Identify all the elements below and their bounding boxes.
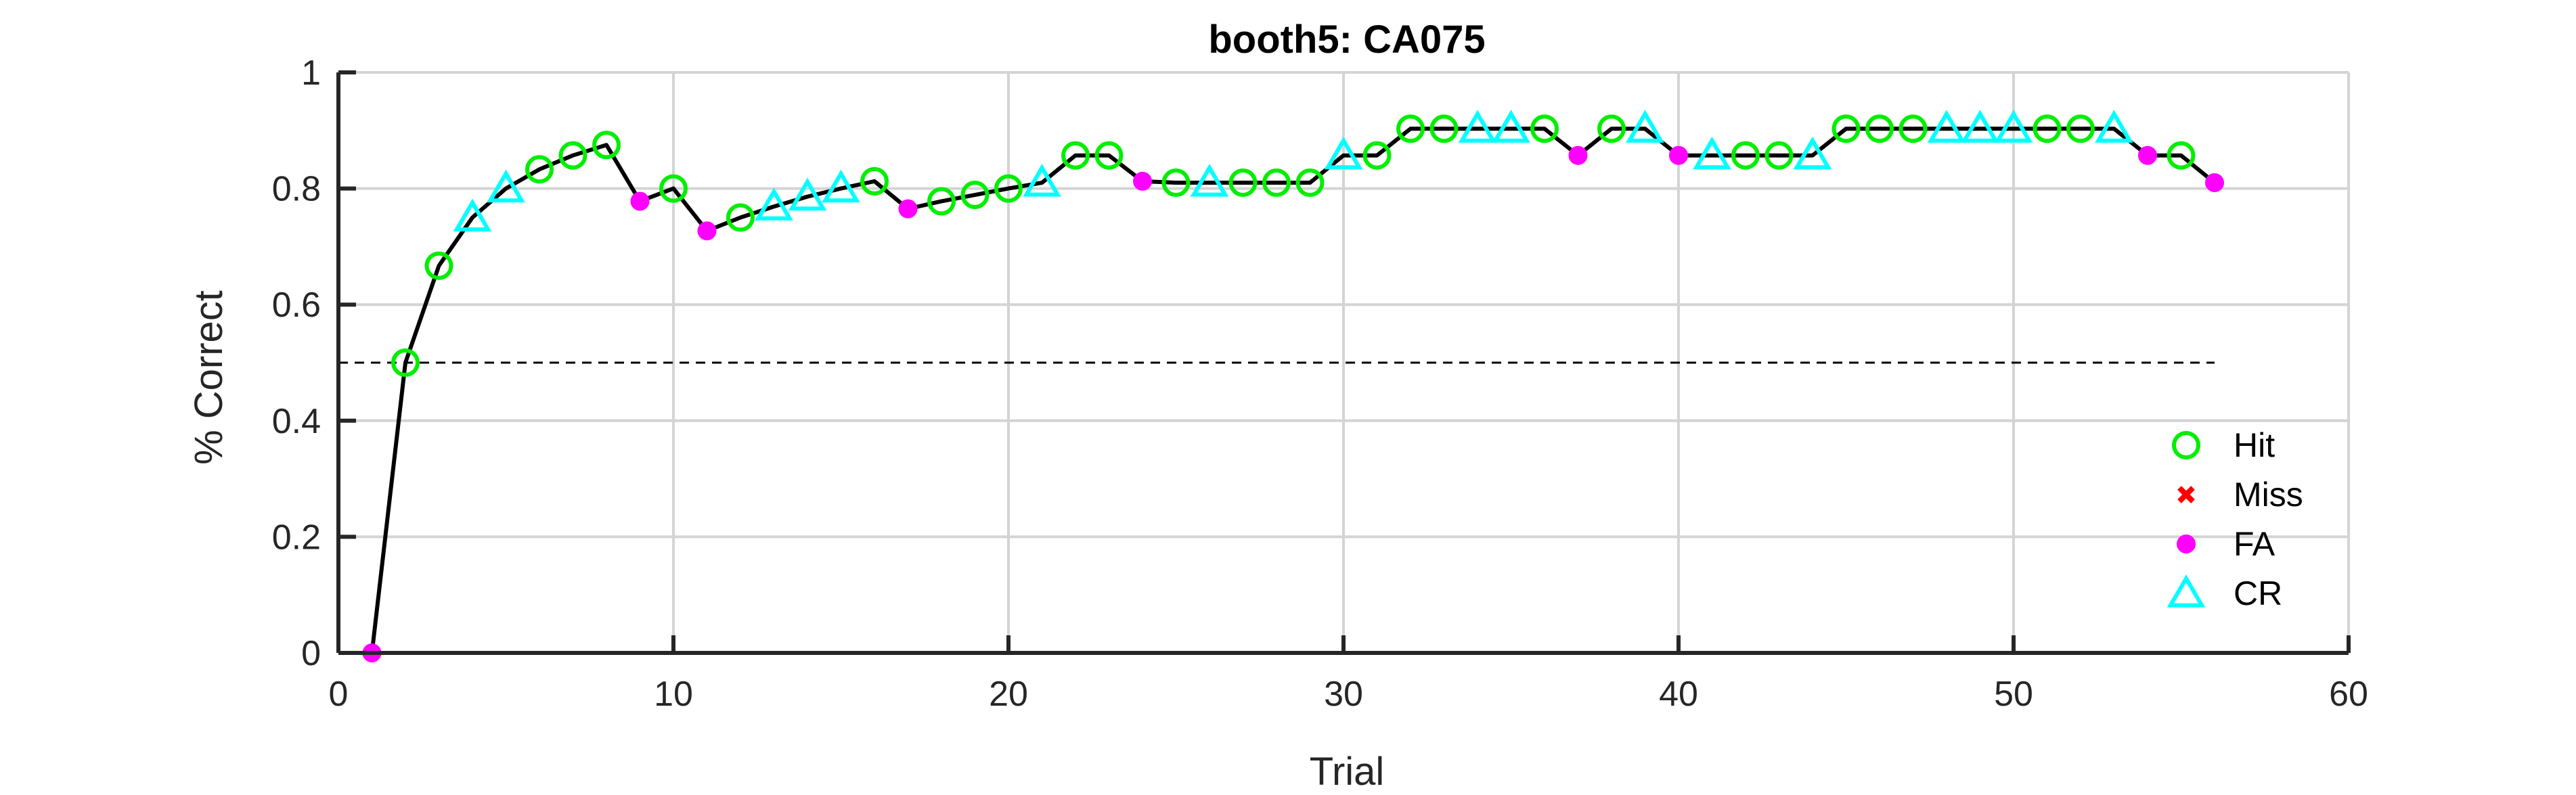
marker-fa <box>2205 173 2224 193</box>
legend: Hit Miss FA CR <box>2167 426 2303 612</box>
legend-marker-miss <box>2177 486 2195 503</box>
marker-hit <box>2033 114 2062 143</box>
marker-hit <box>860 166 889 196</box>
legend-label: Miss <box>2234 476 2303 514</box>
x-tick-label: 60 <box>2329 675 2368 714</box>
x-tick-label: 0 <box>329 675 349 714</box>
marker-cr <box>1626 110 1664 143</box>
marker-cr <box>1693 136 1731 170</box>
y-tick-label: 0.4 <box>272 402 321 441</box>
legend-label: Hit <box>2234 426 2275 464</box>
x-tick-label: 20 <box>989 675 1028 714</box>
marker-hit <box>1262 168 1291 198</box>
marker-cr <box>1492 110 1530 143</box>
marker-hit <box>592 131 621 160</box>
marker-fa <box>697 221 717 241</box>
x-tick-label: 50 <box>1994 675 2033 714</box>
y-tick-labels: 0 0.2 0.4 0.6 0.8 1 <box>272 53 321 673</box>
marker-fa <box>1669 145 1688 165</box>
chart-title: booth5: CA075 <box>1208 18 1485 62</box>
marker-hit <box>1061 141 1090 170</box>
y-tick-label: 0.6 <box>272 286 321 325</box>
axes <box>336 70 2351 655</box>
marker-fa <box>2138 145 2157 165</box>
marker-hit <box>1865 114 1894 143</box>
marker-hit <box>1429 114 1459 143</box>
marker-hit <box>994 174 1023 203</box>
y-tick-label: 0 <box>301 634 321 673</box>
legend-marker-fa <box>2177 535 2196 553</box>
marker-hit <box>960 181 990 210</box>
x-tick-label: 40 <box>1659 675 1698 714</box>
marker-cr <box>1324 136 1363 170</box>
marker-hit <box>2167 141 2196 170</box>
marker-fa <box>1568 145 1588 165</box>
y-axis-label: % Correct <box>187 290 231 465</box>
marker-hit <box>424 251 453 280</box>
marker-hit <box>1898 114 1928 143</box>
marker-fa <box>898 199 918 219</box>
marker-hit <box>726 203 755 232</box>
marker-cr <box>1927 110 1966 143</box>
y-tick-label: 0.2 <box>272 518 321 557</box>
marker-fa <box>1133 171 1152 191</box>
legend-label: FA <box>2234 525 2275 563</box>
marker-cr <box>788 177 827 211</box>
marker-cr <box>1793 136 1832 170</box>
marker-hit <box>1161 168 1191 198</box>
marker-hit <box>391 348 420 377</box>
marker-cr <box>1190 164 1229 197</box>
marker-hit <box>1362 141 1392 170</box>
marker-cr <box>1023 164 1061 197</box>
marker-fa <box>630 191 650 211</box>
marker-cr <box>2095 110 2133 143</box>
y-tick-label: 0.8 <box>272 170 321 209</box>
marker-hit <box>1597 114 1626 143</box>
legend-label: CR <box>2234 574 2282 612</box>
marker-hit <box>2066 114 2095 143</box>
legend-marker-cr <box>2167 574 2206 608</box>
x-axis-label: Trial <box>1310 750 1385 794</box>
x-tick-label: 30 <box>1324 675 1363 714</box>
marker-cr <box>1458 110 1497 143</box>
legend-marker-hit <box>2172 431 2200 459</box>
marker-hit <box>927 187 956 216</box>
marker-hit <box>1094 141 1124 170</box>
x-tick-labels: 0 10 20 30 40 50 60 <box>329 675 2368 714</box>
marker-cr <box>822 169 860 203</box>
y-tick-label: 1 <box>301 53 321 93</box>
marker-hit <box>1764 141 1794 170</box>
marker-cr <box>1994 110 2033 143</box>
marker-hit <box>1228 168 1258 198</box>
marker-cr <box>755 187 793 221</box>
marker-hit <box>1530 114 1559 143</box>
marker-hit <box>1831 114 1861 143</box>
marker-cr <box>1961 110 1999 143</box>
x-tick-label: 10 <box>654 675 693 714</box>
series-line <box>370 127 2216 654</box>
marker-hit <box>558 141 587 170</box>
marker-hit <box>525 155 554 184</box>
trial-markers <box>362 110 2224 662</box>
marker-hit <box>659 174 688 203</box>
marker-cr <box>453 198 492 232</box>
marker-hit <box>1295 168 1325 198</box>
marker-hit <box>1731 141 1760 170</box>
marker-cr <box>487 169 525 203</box>
marker-hit <box>1396 114 1425 143</box>
